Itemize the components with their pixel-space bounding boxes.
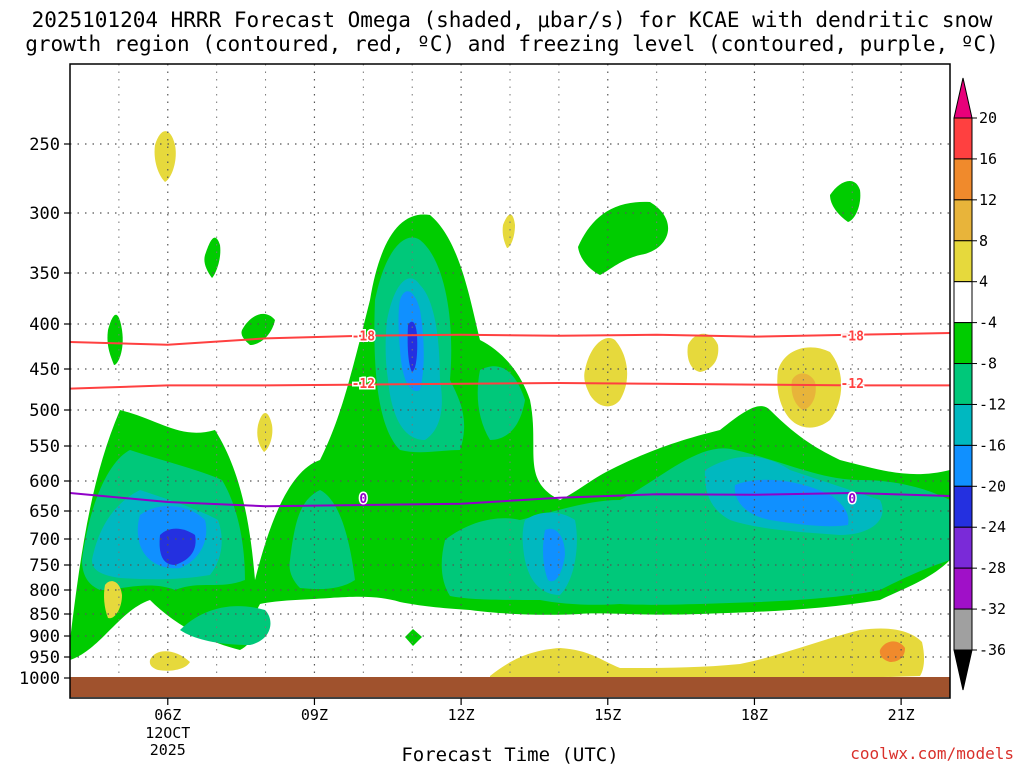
y-tick-label-650: 650	[29, 502, 60, 522]
y-tick-label-400: 400	[29, 315, 60, 335]
descent-region-2	[502, 214, 515, 248]
omega-small-900	[405, 629, 422, 646]
colorbar-swatch	[953, 322, 973, 365]
colorbar: 20 16 12 8 4 -4 -8 -12 -16 -20 -24 -28 -32 -36	[953, 77, 1006, 691]
credit-text: coolwx.com/models	[850, 744, 1014, 763]
colorbar-swatch	[953, 608, 973, 651]
x-tick-label-21Z: 21Z	[888, 706, 915, 724]
colorbar-swatch	[953, 117, 973, 160]
y-tick-label-550: 550	[29, 437, 60, 457]
y-axis: 2503003504004505005506006507007508008509…	[19, 135, 70, 689]
colorbar-label--16: -16	[979, 436, 1006, 454]
y-tick-label-950: 950	[29, 648, 60, 668]
colorbar-swatch	[953, 240, 973, 283]
contour--18C-isotherm	[70, 332, 950, 346]
colorbar-swatch	[953, 363, 973, 405]
omega-region-small-1	[107, 314, 123, 365]
descent-region-low-21z	[879, 641, 905, 662]
descent-region-6	[791, 373, 816, 410]
descent-region-1	[154, 131, 176, 182]
chart-title: 2025101204 HRRR Forecast Omega (shaded, …	[25, 8, 999, 56]
y-tick-label-500: 500	[29, 401, 60, 421]
contour-label-0: 0	[359, 492, 367, 507]
contour-label--12: -12	[352, 377, 375, 392]
descent-region-4	[687, 333, 719, 372]
y-tick-label-600: 600	[29, 472, 60, 492]
colorbar-swatch	[953, 526, 973, 569]
plot-area: 0 0 -12 -12 -18 -18 250 300 350 400 450 500 550 600 6…	[19, 63, 1006, 759]
x-tick-label-12Z: 12Z	[448, 706, 475, 724]
x-date-label: 2025	[150, 741, 186, 759]
y-tick-label-1000: 1000	[19, 669, 60, 689]
y-tick-label-350: 350	[29, 264, 60, 284]
y-tick-label-700: 700	[29, 530, 60, 550]
omega-region-upper-20z	[830, 180, 861, 222]
descent-region-7	[257, 412, 273, 452]
contour-label--18: -18	[840, 330, 864, 345]
colorbar-top-arrow	[953, 77, 973, 119]
contour-label-0: 0	[848, 492, 856, 507]
colorbar-swatch	[953, 281, 973, 324]
omega-region-small-2	[241, 313, 275, 345]
y-tick-label-900: 900	[29, 627, 60, 647]
colorbar-label--28: -28	[979, 559, 1006, 577]
colorbar-swatch	[953, 199, 973, 242]
colorbar-label-16: 16	[979, 150, 997, 168]
colorbar-label-8: 8	[979, 232, 988, 250]
colorbar-bottom-arrow	[953, 649, 973, 691]
x-axis-label: Forecast Time (UTC)	[401, 744, 619, 766]
descent-region-3	[584, 338, 628, 407]
y-tick-label-800: 800	[29, 581, 60, 601]
contour-lines: 0 0 -12 -12 -18 -18	[70, 328, 950, 508]
contour-freezing-level	[70, 491, 950, 508]
descent-region-low-level	[490, 628, 925, 678]
colorbar-label--24: -24	[979, 518, 1006, 536]
colorbar-swatch	[953, 567, 973, 610]
y-tick-label-300: 300	[29, 204, 60, 224]
x-tick-label-09Z: 09Z	[301, 706, 328, 724]
y-tick-label-850: 850	[29, 605, 60, 625]
colorbar-swatch	[953, 444, 973, 487]
x-tick-label-06Z: 06Z	[154, 706, 181, 724]
contour-label--18: -18	[352, 330, 376, 345]
y-tick-label-450: 450	[29, 360, 60, 380]
y-tick-label-750: 750	[29, 556, 60, 576]
descent-region-low-06z	[149, 651, 190, 671]
ground-bar	[70, 677, 950, 697]
colorbar-label--4: -4	[979, 314, 997, 332]
shading-layer	[70, 131, 950, 678]
colorbar-label--8: -8	[979, 355, 997, 373]
x-date-label: 12OCT	[145, 724, 190, 742]
colorbar-label-20: 20	[979, 109, 997, 127]
omega-region-max-11z	[407, 321, 418, 372]
contour--12C-isotherm	[70, 381, 950, 390]
colorbar-label--36: -36	[979, 641, 1006, 659]
y-tick-label-250: 250	[29, 135, 60, 155]
colorbar-label--20: -20	[979, 477, 1006, 495]
colorbar-swatch	[953, 403, 973, 446]
omega-region-max-06z	[159, 528, 196, 565]
colorbar-label--12: -12	[979, 395, 1006, 413]
colorbar-label-4: 4	[979, 273, 988, 291]
plot-frame	[69, 63, 951, 699]
colorbar-label-12: 12	[979, 191, 997, 209]
colorbar-swatch	[953, 485, 973, 528]
grid-lines	[70, 64, 950, 698]
colorbar-swatch	[953, 158, 973, 201]
omega-region-upper-15z	[578, 201, 669, 275]
x-tick-label-18Z: 18Z	[741, 706, 768, 724]
omega-region-small-3	[204, 237, 221, 278]
contour-label--12: -12	[840, 377, 863, 392]
colorbar-label--32: -32	[979, 600, 1006, 618]
omega-region-moderate	[82, 237, 950, 645]
x-tick-label-15Z: 15Z	[594, 706, 621, 724]
